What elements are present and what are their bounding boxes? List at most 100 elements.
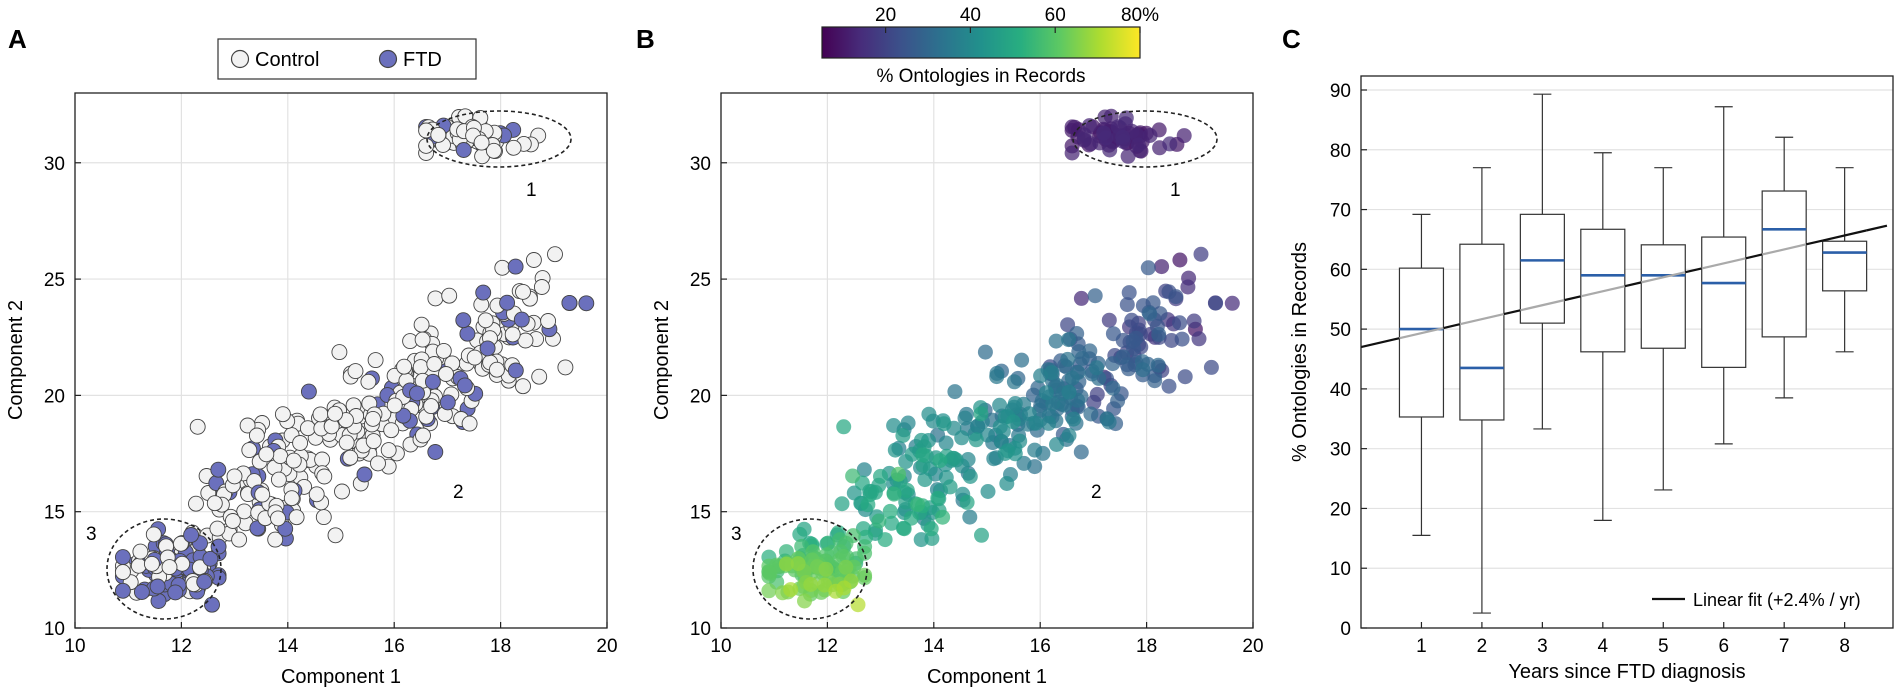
ontology-point [1086,394,1102,410]
ontology-point [930,490,946,506]
panel-c-x-tick-label: 2 [1477,636,1488,657]
colorbar-label: % Ontologies in Records [876,66,1085,87]
fit-line-segment [1580,285,1626,298]
fit-line-segment [1745,253,1763,260]
ftd-point [561,294,578,311]
ftd-point [149,578,166,595]
ftd-point [114,582,131,599]
ftd-point [475,284,492,301]
ontology-point [1174,331,1190,347]
control-point [360,373,377,390]
fit-line-segment [1805,239,1823,246]
fit-line-segment [1503,309,1521,316]
ontology-point [1048,333,1064,349]
panel-a-y-tick-label: 20 [44,386,65,407]
ontology-point [1064,145,1080,161]
fit-line-segment [1822,229,1867,242]
ontology-point [968,432,984,448]
ftd-point [479,340,496,357]
ontology-point [938,435,954,451]
ontology-point [1014,352,1030,368]
fit-line-segment [1685,267,1702,274]
panel-b-x-tick-label: 10 [710,636,731,657]
control-point [494,259,511,276]
box-year-3 [1519,93,1565,430]
ontology-point [1224,295,1240,311]
ontology-point [986,451,1002,467]
cluster-1-outline [426,110,572,168]
ontology-point [891,466,906,482]
fit-line-segment [1459,313,1505,326]
legend-control-label: Control [255,49,319,71]
ftd-point [210,538,227,555]
ontology-point [1121,361,1137,377]
panel-c-fit [1360,224,1888,349]
control-point [418,137,435,154]
panel-b-y-tick-label: 20 [690,386,711,407]
cluster-1-label-b: 1 [1170,180,1181,201]
panel-c-legend: Linear fit (+2.4% / yr) [1652,590,1861,610]
ftd-point [356,466,373,483]
panel-label-a: A [8,24,27,54]
ontology-point [1180,279,1196,295]
control-point [396,358,413,375]
control-point [473,134,490,151]
ontology-point [783,582,799,598]
ontology-point [974,527,989,543]
ontology-point [1038,385,1054,401]
control-point [189,418,206,435]
control-point [272,448,289,465]
ontology-point [850,597,866,613]
control-point [533,279,550,295]
panel-a-x-tick-label: 12 [171,636,192,657]
control-point [540,313,557,329]
panel-b-y-tick-label: 30 [690,154,711,175]
ontology-point [1027,442,1043,458]
ontology-point [935,509,951,525]
control-point [299,420,316,437]
fit-line-segment [1564,295,1582,302]
control-point [547,246,563,263]
panel-c-y-tick-label: 70 [1330,201,1351,222]
ontology-point [1060,351,1076,367]
ftd-point [578,295,595,312]
panel-a-x-tick-label: 20 [596,636,617,657]
control-point [114,564,131,581]
legend-ftd-marker [378,49,398,69]
panel-a-y-tick-label: 10 [44,619,65,640]
control-point [342,449,359,466]
legend-ftd-label: FTD [403,49,442,71]
ontology-point [962,469,978,484]
ftd-point [202,550,219,567]
ontology-point [1154,259,1170,275]
ontology-point [873,468,888,484]
control-point [461,415,478,432]
panel-label-c: C [1282,24,1301,54]
ontology-point [1203,359,1219,375]
control-point [365,410,381,427]
fit-line-segment [1399,326,1444,340]
ontology-point [1005,414,1021,430]
ontology-point [1110,393,1126,409]
fit-line-segment [1624,281,1642,288]
panel-a-plot-frame [74,92,608,629]
ontology-point [1044,365,1060,381]
panel-c: 0 10 20 30 40 50 60 70 80 90 1 2 3 4 5 6 7 8 Years since … [1289,75,1894,683]
fit-line-segment [1360,337,1400,349]
ontology-point [1150,357,1166,373]
ontology-point [932,453,948,469]
panel-b: 10 12 14 16 18 20 10 15 20 25 30 1 2 3 Component 1… [651,5,1264,688]
ontology-point [973,406,989,422]
panel-a: 10 12 14 16 18 20 10 15 20 25 30 1 2 3 Component 1… [5,38,618,688]
ontology-point [900,415,916,431]
ftd-point [183,527,200,543]
control-point [316,468,333,485]
control-point [426,356,443,372]
control-point [241,442,258,459]
ontology-point [936,416,952,432]
ontology-point [1045,396,1061,411]
ontology-point [886,418,902,433]
panel-a-x-axis-label: Component 1 [281,666,401,688]
box-year-1 [1398,213,1445,536]
box-iqr [1701,236,1747,368]
